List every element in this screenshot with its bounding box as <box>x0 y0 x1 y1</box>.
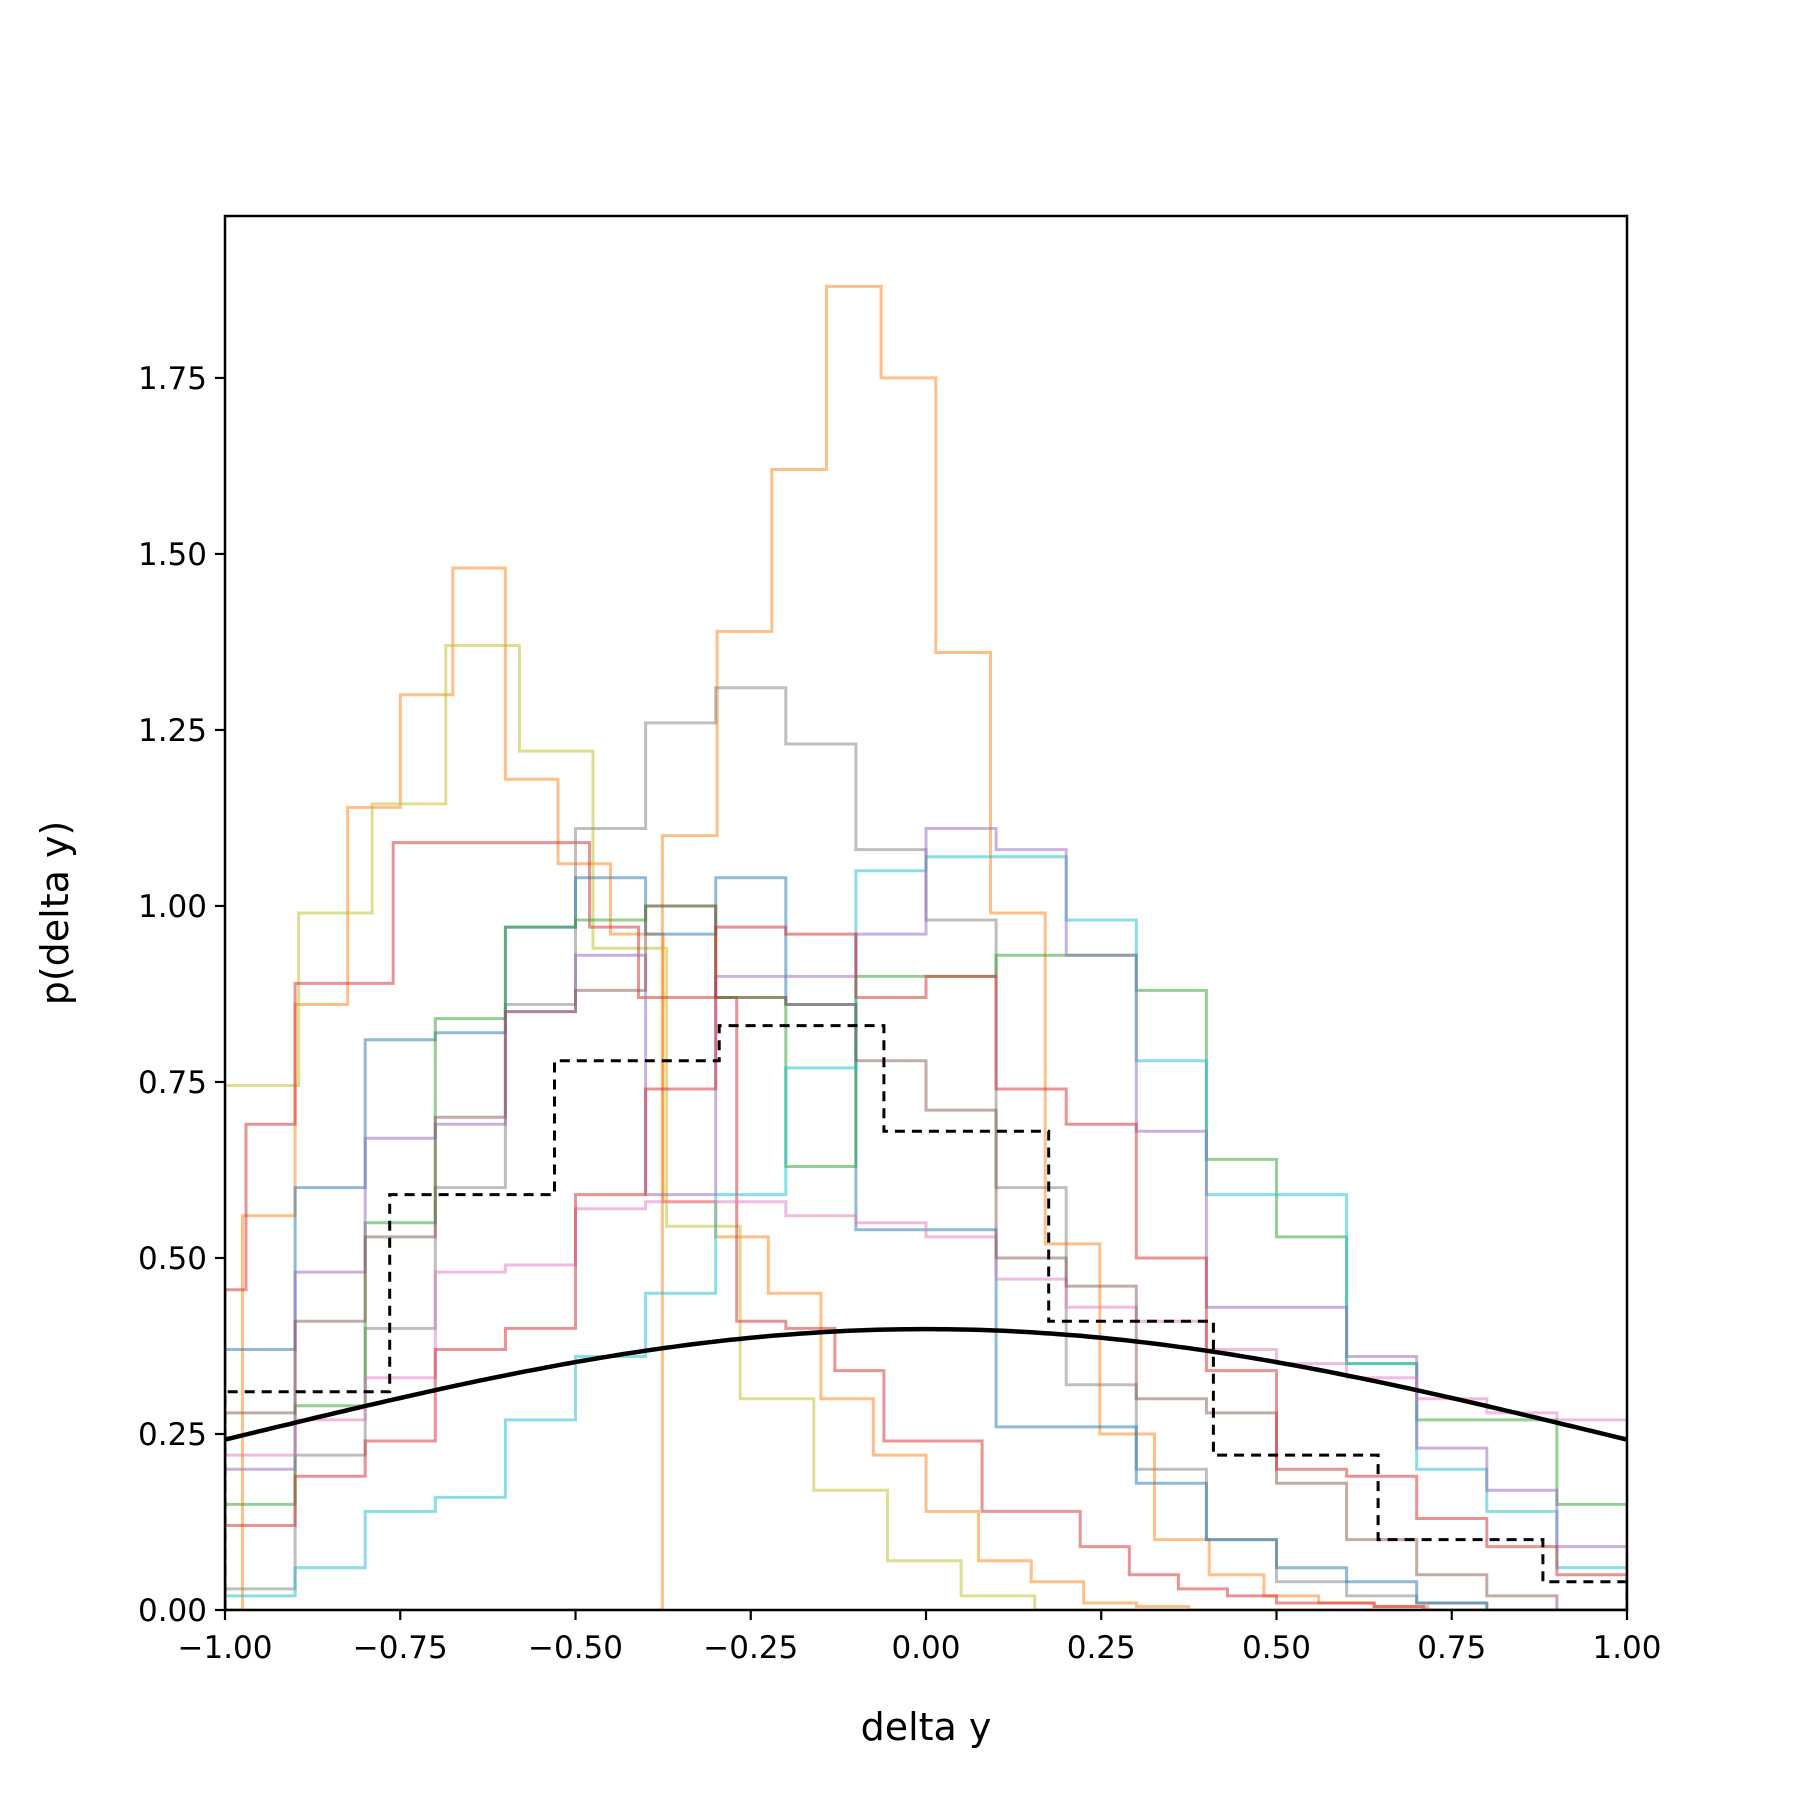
y-tick-label: 0.00 <box>138 1593 207 1629</box>
x-axis-label: delta y <box>861 1705 992 1749</box>
x-tick-label: 0.75 <box>1417 1630 1486 1666</box>
histogram-series-4 <box>225 841 1627 1610</box>
x-tick-label: −1.00 <box>178 1630 273 1666</box>
y-axis-label: p(delta y) <box>33 821 77 1006</box>
plot-marks <box>225 284 1627 1610</box>
x-tick-label: −0.50 <box>528 1630 623 1666</box>
histogram-series-3 <box>225 644 1627 1610</box>
x-tick-label: 0.25 <box>1067 1630 1136 1666</box>
x-tick-label: −0.25 <box>703 1630 798 1666</box>
y-tick-label: 0.50 <box>138 1241 207 1277</box>
histogram-series-5 <box>225 686 1627 1610</box>
y-tick-label: 1.50 <box>138 537 207 573</box>
gaussian-curve <box>225 1326 1627 1442</box>
histogram-series-2 <box>225 566 1610 1610</box>
histogram-series-11 <box>225 904 1627 1610</box>
y-tick-label: 0.25 <box>138 1417 207 1453</box>
y-tick-label: 0.75 <box>138 1065 207 1101</box>
y-tick-label: 1.00 <box>138 889 207 925</box>
x-axis-ticks: −1.00 −0.75 −0.50 −0.25 0.00 0.25 0.50 0.75 1.00 <box>178 1610 1662 1666</box>
y-tick-label: 1.25 <box>138 713 207 749</box>
reference-histogram-dashed <box>225 1024 1627 1610</box>
x-tick-label: 0.00 <box>891 1630 960 1666</box>
x-tick-label: −0.75 <box>353 1630 448 1666</box>
y-axis-ticks: 0.00 0.25 0.50 0.75 1.00 1.25 1.50 1.75 <box>138 361 225 1629</box>
histogram-series-12 <box>225 925 1627 1610</box>
x-tick-label: 0.50 <box>1242 1630 1311 1666</box>
histogram-series-10 <box>225 1200 1627 1610</box>
x-tick-label: 1.00 <box>1592 1630 1661 1666</box>
y-tick-label: 1.75 <box>138 361 207 397</box>
